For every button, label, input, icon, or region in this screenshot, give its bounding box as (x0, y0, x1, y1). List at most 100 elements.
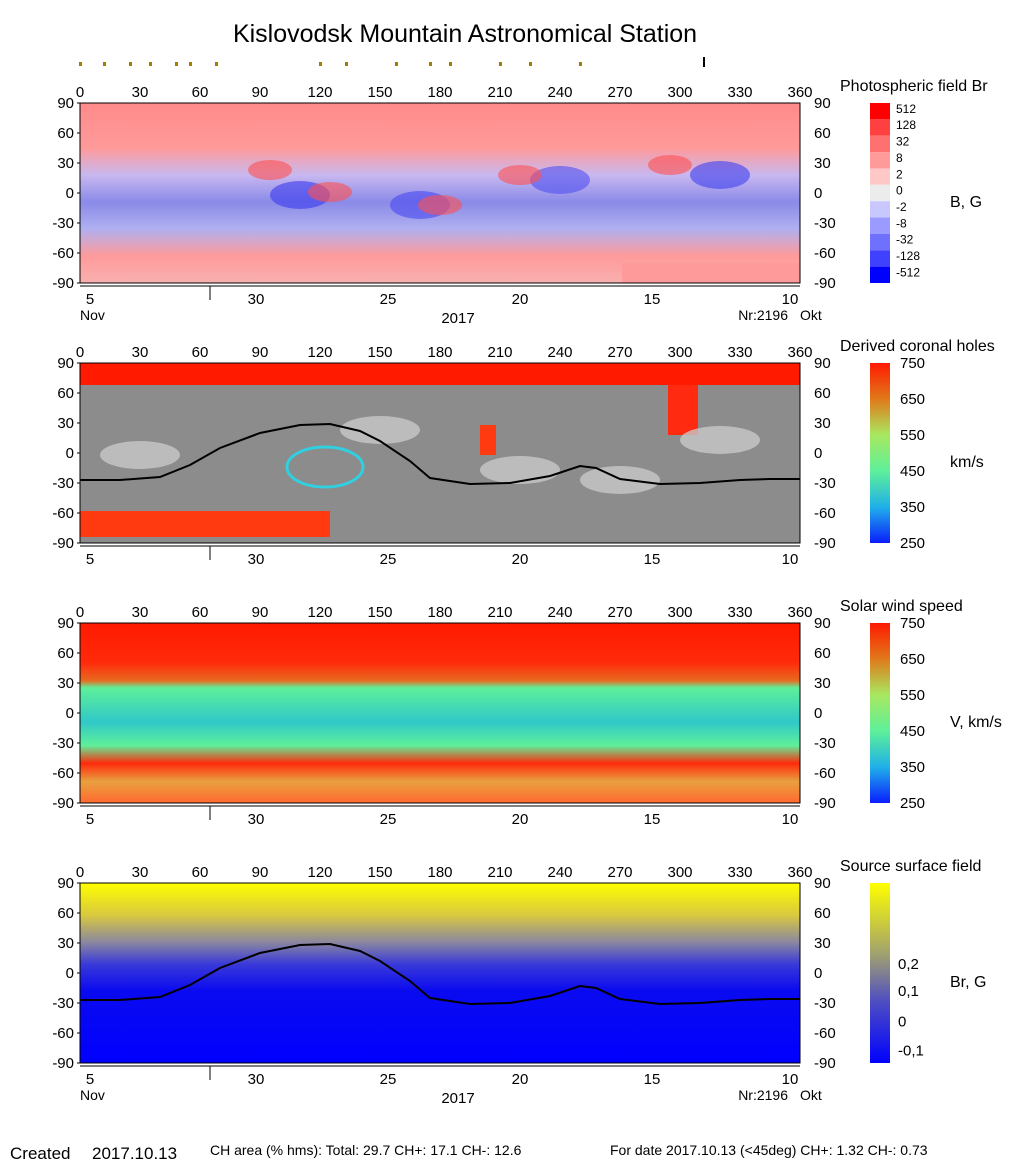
top-marker (429, 62, 432, 66)
date-tick-label: 10 (782, 811, 799, 828)
top-marker (449, 62, 452, 66)
gray-patch (100, 441, 180, 469)
north-coronal-hole (80, 363, 800, 385)
colorbar-segment (870, 168, 890, 185)
lon-tick-label: 240 (547, 344, 572, 361)
gray-patch (680, 426, 760, 454)
lat-tick-label-right: 0 (814, 965, 822, 982)
colorbar-label: 512 (896, 102, 916, 116)
lat-tick-label-left: 30 (57, 415, 74, 432)
lat-tick-label-right: -60 (814, 1025, 836, 1042)
lon-tick-label: 90 (252, 84, 269, 101)
date-tick-label: 15 (644, 291, 661, 308)
colorbar-label: 128 (896, 118, 916, 132)
lat-tick-label-right: -30 (814, 735, 836, 752)
top-marker (189, 62, 192, 66)
lat-tick-label-right: 90 (814, 95, 831, 112)
lat-tick-label-right: 0 (814, 185, 822, 202)
top-marker (319, 62, 322, 66)
lon-tick-label: 300 (667, 84, 692, 101)
lon-tick-label: 330 (727, 604, 752, 621)
month-right-label: Okt (800, 1087, 822, 1103)
top-marker (215, 62, 218, 66)
lat-tick-label-left: -30 (52, 995, 74, 1012)
lon-tick-label: 150 (367, 344, 392, 361)
lon-tick-label: 210 (487, 84, 512, 101)
lat-tick-label-left: -90 (52, 275, 74, 292)
colorbar-label: -2 (896, 200, 907, 214)
colorbar-segment (870, 250, 890, 267)
date-tick-label: 25 (380, 551, 397, 568)
lat-tick-label-left: 60 (57, 125, 74, 142)
lon-tick-label: 270 (607, 344, 632, 361)
lat-tick-label-right: 60 (814, 645, 831, 662)
lon-tick-label: 150 (367, 864, 392, 881)
colorbar-label: 0,2 (898, 956, 919, 973)
lon-tick-label: 360 (787, 604, 812, 621)
lat-tick-label-left: 30 (57, 935, 74, 952)
figure-title: Kislovodsk Mountain Astronomical Station (232, 20, 698, 48)
lon-tick-label: 90 (252, 344, 269, 361)
lat-tick-label-left: -30 (52, 215, 74, 232)
lon-tick-label: 30 (132, 84, 149, 101)
lat-tick-label-right: -30 (814, 475, 836, 492)
colorbar-label: 650 (900, 651, 925, 668)
lat-tick-label-right: -60 (814, 505, 836, 522)
colorbar-label: 350 (900, 759, 925, 776)
top-marker (395, 62, 398, 66)
colorbar-label: 0 (898, 1014, 906, 1031)
lon-tick-label: 30 (132, 864, 149, 881)
month-right-label: Okt (800, 307, 822, 323)
unit-label: Br, G (950, 974, 986, 991)
colorbar-label: 8 (896, 151, 903, 165)
lat-tick-label-right: 60 (814, 385, 831, 402)
date-tick-label: 20 (512, 291, 529, 308)
lat-tick-label-left: -90 (52, 1055, 74, 1072)
south-pole-patch (622, 263, 800, 283)
rotation-label: Nr:2196 (738, 1087, 788, 1103)
date-tick-label: 30 (248, 551, 265, 568)
neutral-line (80, 942, 800, 1006)
date-tick-label: 30 (248, 291, 265, 308)
colorbar-label: -0,1 (898, 1042, 924, 1059)
colorbar-label: -8 (896, 216, 907, 230)
lon-tick-label: 300 (667, 864, 692, 881)
lat-tick-label-left: -60 (52, 505, 74, 522)
top-marker (175, 62, 178, 66)
colorbar-segment (870, 135, 890, 153)
lat-tick-label-left: 0 (66, 185, 74, 202)
date-tick-label: 10 (782, 551, 799, 568)
lon-tick-label: 90 (252, 604, 269, 621)
date-tick-label: 25 (380, 291, 397, 308)
colorbar-label: -512 (896, 265, 920, 279)
colorbar-label: 2 (896, 167, 903, 181)
colorbar-segment (870, 217, 890, 234)
lon-tick-label: 0 (76, 84, 84, 101)
colorbar-label: 32 (896, 135, 910, 149)
lat-tick-label-left: 90 (57, 355, 74, 372)
created-date: 2017.10.13 (92, 1144, 178, 1163)
colorbar-segment (870, 184, 890, 202)
lon-tick-label: 120 (307, 84, 332, 101)
lon-tick-label: 240 (547, 864, 572, 881)
lon-tick-label: 210 (487, 344, 512, 361)
created-label: Created (10, 1144, 71, 1163)
lat-tick-label-right: 60 (814, 905, 831, 922)
lat-tick-label-left: -60 (52, 765, 74, 782)
red-patch (248, 160, 292, 180)
colorbar-segment (870, 233, 890, 251)
colorbar-label: 450 (900, 723, 925, 740)
lon-tick-label: 60 (192, 344, 209, 361)
date-tick-label: 5 (86, 1071, 94, 1088)
lat-tick-label-left: 60 (57, 645, 74, 662)
lon-tick-label: 90 (252, 864, 269, 881)
colorbar-label: 550 (900, 427, 925, 444)
gray-patch (480, 456, 560, 484)
top-marker (345, 62, 348, 66)
top-marker (529, 62, 532, 66)
lat-tick-label-right: -30 (814, 995, 836, 1012)
